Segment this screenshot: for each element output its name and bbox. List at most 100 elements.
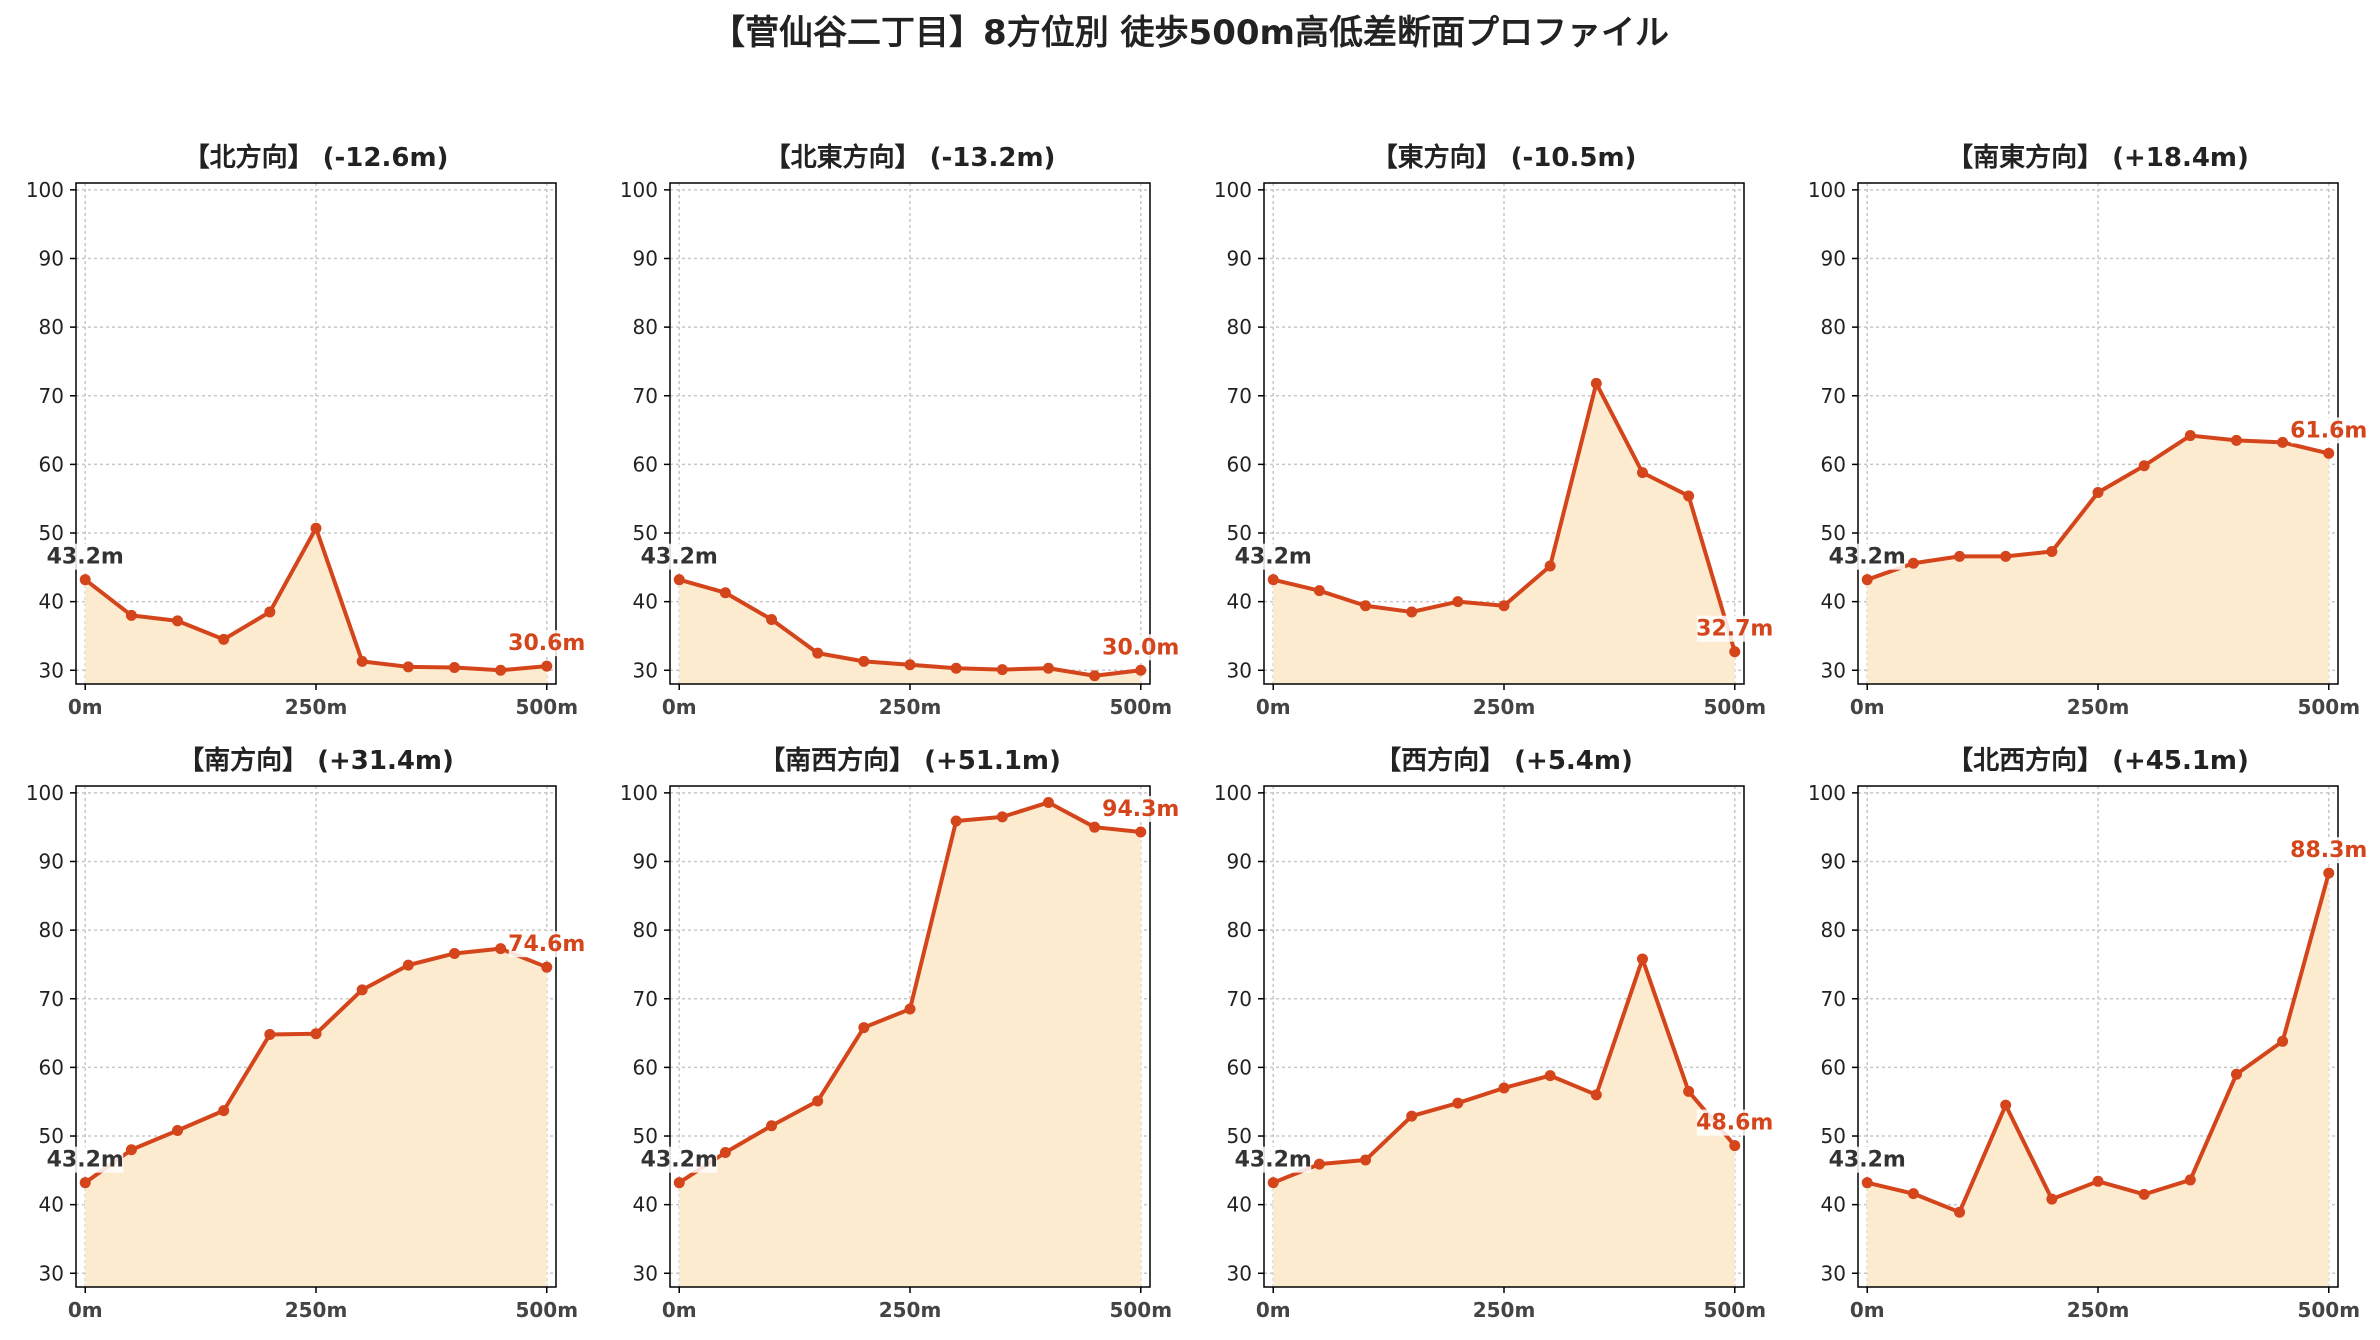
ytick-label: 100 bbox=[26, 781, 64, 805]
ytick-label: 80 bbox=[39, 315, 64, 339]
data-point bbox=[812, 1095, 824, 1107]
ytick-label: 60 bbox=[1227, 452, 1252, 476]
ytick-label: 50 bbox=[1227, 521, 1252, 545]
ytick-label: 60 bbox=[633, 452, 658, 476]
ytick-label: 70 bbox=[633, 384, 658, 408]
end-label-bg bbox=[1696, 1109, 1773, 1136]
data-point bbox=[1498, 600, 1510, 612]
subplot-title: 【北東方向】 (-13.2m) bbox=[765, 142, 1056, 173]
ytick-label: 50 bbox=[1821, 1124, 1846, 1148]
subplot-3: 30 40 50 60 70 80 90 100 0m 250m 500m 【南東方向】 (+18.4… bbox=[1808, 142, 2368, 719]
ytick-label: 30 bbox=[39, 658, 64, 682]
end-label-bg bbox=[508, 630, 585, 657]
ytick-label: 80 bbox=[633, 315, 658, 339]
xtick-label: 0m bbox=[68, 695, 103, 719]
xtick-label: 500m bbox=[515, 695, 578, 719]
start-label: 43.2m bbox=[641, 545, 718, 570]
ytick-label: 70 bbox=[633, 987, 658, 1011]
data-point bbox=[1135, 664, 1147, 676]
end-label-bg bbox=[508, 931, 585, 958]
data-point bbox=[2184, 430, 2196, 442]
xtick-label: 0m bbox=[1850, 1298, 1885, 1322]
data-point bbox=[402, 661, 414, 673]
data-point bbox=[1406, 606, 1418, 618]
data-point bbox=[1135, 826, 1147, 838]
data-point bbox=[1861, 574, 1873, 586]
data-point bbox=[719, 1146, 731, 1158]
ytick-label: 70 bbox=[39, 987, 64, 1011]
end-label: 61.6m bbox=[2290, 418, 2367, 443]
data-point bbox=[904, 1003, 916, 1015]
data-point bbox=[356, 984, 368, 996]
data-point bbox=[1360, 600, 1372, 612]
subplot-1: 30 40 50 60 70 80 90 100 0m 250m 500m 【北東方向】 (-13.2… bbox=[620, 142, 1180, 719]
ytick-label: 60 bbox=[39, 1055, 64, 1079]
data-point bbox=[1729, 646, 1741, 658]
ytick-label: 70 bbox=[1227, 987, 1252, 1011]
xtick-label: 250m bbox=[879, 1298, 942, 1322]
xtick-label: 500m bbox=[1109, 695, 1172, 719]
data-point bbox=[356, 655, 368, 667]
data-point bbox=[310, 522, 322, 534]
ytick-label: 80 bbox=[1227, 918, 1252, 942]
data-point bbox=[858, 1022, 870, 1034]
data-point bbox=[1590, 1089, 1602, 1101]
data-point bbox=[673, 1177, 685, 1189]
ytick-label: 40 bbox=[1821, 590, 1846, 614]
data-point bbox=[1544, 560, 1556, 572]
ytick-label: 30 bbox=[633, 1261, 658, 1285]
ytick-label: 80 bbox=[1821, 315, 1846, 339]
data-point bbox=[812, 647, 824, 659]
data-point bbox=[1590, 377, 1602, 389]
data-point bbox=[2138, 1188, 2150, 1200]
ytick-label: 100 bbox=[1808, 781, 1846, 805]
data-point bbox=[1683, 490, 1695, 502]
ytick-label: 60 bbox=[633, 1055, 658, 1079]
xtick-label: 500m bbox=[2297, 1298, 2360, 1322]
data-point bbox=[1360, 1154, 1372, 1166]
data-point bbox=[264, 1028, 276, 1040]
data-point bbox=[858, 655, 870, 667]
data-point bbox=[79, 574, 91, 586]
data-point bbox=[2092, 487, 2104, 499]
data-point bbox=[448, 662, 460, 674]
ytick-label: 50 bbox=[633, 1124, 658, 1148]
subplot-title: 【東方向】 (-10.5m) bbox=[1372, 142, 1637, 173]
ytick-label: 50 bbox=[1821, 521, 1846, 545]
data-point bbox=[950, 662, 962, 674]
subplot-0: 30 40 50 60 70 80 90 100 0m 250m 500m 【北方向】 (-12.6m… bbox=[26, 142, 586, 719]
ytick-label: 30 bbox=[39, 1261, 64, 1285]
ytick-label: 80 bbox=[39, 918, 64, 942]
start-label-bg bbox=[1235, 1146, 1312, 1173]
ytick-label: 70 bbox=[39, 384, 64, 408]
ytick-label: 40 bbox=[633, 1193, 658, 1217]
end-label: 74.6m bbox=[508, 932, 585, 957]
start-label: 43.2m bbox=[1829, 545, 1906, 570]
data-point bbox=[218, 633, 230, 645]
area-fill bbox=[1273, 958, 1735, 1287]
ytick-label: 30 bbox=[1227, 1261, 1252, 1285]
data-point bbox=[1313, 1158, 1325, 1170]
data-point bbox=[218, 1105, 230, 1117]
ytick-label: 90 bbox=[633, 849, 658, 873]
ytick-label: 100 bbox=[620, 781, 658, 805]
data-point bbox=[79, 1177, 91, 1189]
ytick-label: 70 bbox=[1227, 384, 1252, 408]
subplot-title: 【西方向】 (+5.4m) bbox=[1375, 745, 1633, 776]
ytick-label: 90 bbox=[1227, 246, 1252, 270]
start-label: 43.2m bbox=[1829, 1148, 1906, 1173]
xtick-label: 500m bbox=[1703, 1298, 1766, 1322]
data-point bbox=[904, 659, 916, 671]
subplot-title: 【北西方向】 (+45.1m) bbox=[1947, 745, 2249, 776]
data-point bbox=[402, 959, 414, 971]
end-label: 30.6m bbox=[508, 631, 585, 656]
area-fill bbox=[85, 528, 547, 684]
start-label: 43.2m bbox=[1235, 1148, 1312, 1173]
data-point bbox=[2184, 1174, 2196, 1186]
area-fill bbox=[679, 802, 1141, 1287]
ytick-label: 50 bbox=[633, 521, 658, 545]
end-label-bg bbox=[2290, 417, 2367, 444]
subplot-7: 30 40 50 60 70 80 90 100 0m 250m 500m 【北西方向】 (+45.1… bbox=[1808, 745, 2368, 1322]
data-point bbox=[2230, 434, 2242, 446]
